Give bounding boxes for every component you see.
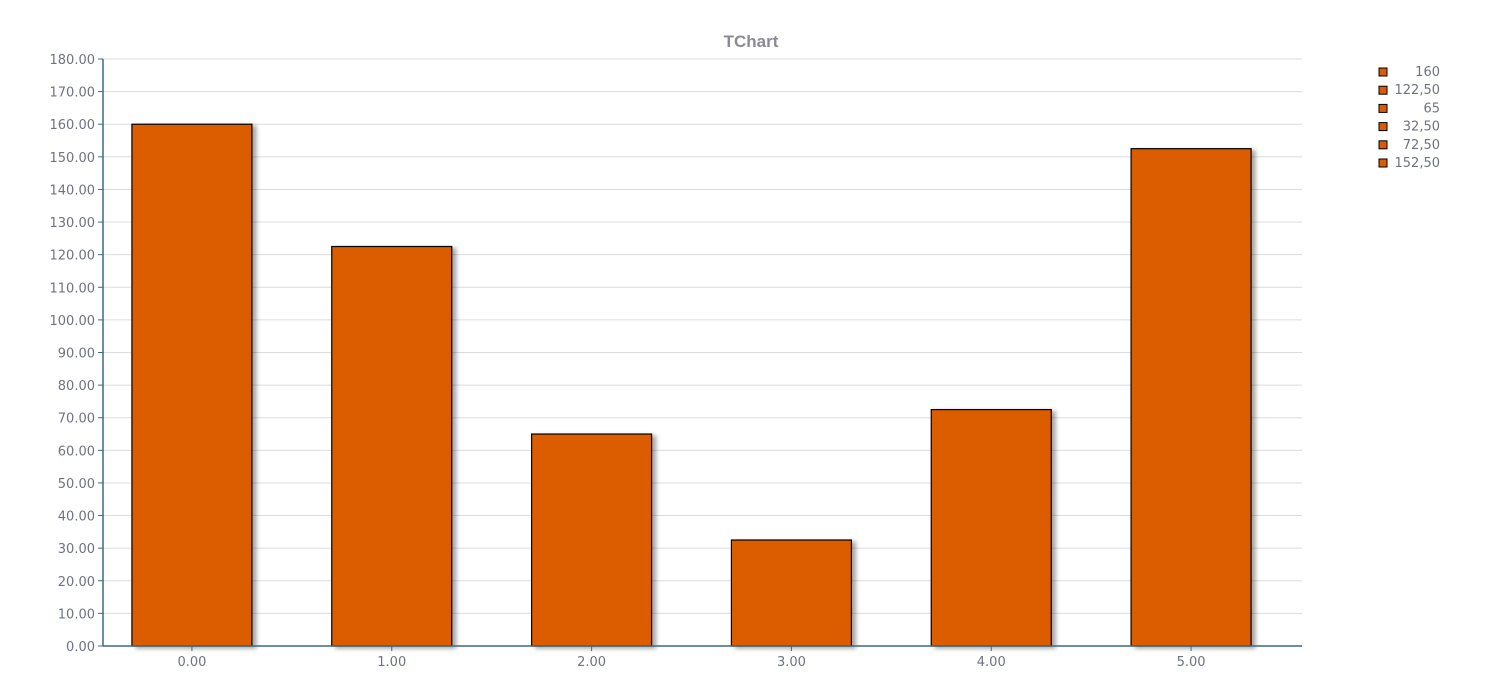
bar bbox=[331, 245, 453, 647]
y-tick-label: 10.00 bbox=[58, 607, 95, 622]
legend-swatch bbox=[1378, 67, 1388, 77]
legend-label: 72,50 bbox=[1403, 138, 1440, 153]
legend-swatch bbox=[1378, 140, 1388, 150]
legend-swatch bbox=[1378, 103, 1388, 113]
y-tick-label: 180.00 bbox=[50, 53, 96, 68]
legend-swatch bbox=[1378, 122, 1388, 132]
x-tick-label: 1.00 bbox=[377, 655, 406, 670]
legend-label: 160 bbox=[1415, 65, 1440, 80]
bars bbox=[131, 123, 1252, 647]
gridlines bbox=[103, 58, 1302, 614]
x-tick-label: 5.00 bbox=[1177, 655, 1206, 670]
chart-title: TChart bbox=[724, 32, 779, 51]
legend-swatch bbox=[1378, 158, 1388, 168]
y-tick-label: 30.00 bbox=[58, 542, 95, 557]
y-tick-label: 150.00 bbox=[50, 151, 96, 166]
axes bbox=[102, 59, 1302, 647]
x-tick-label: 2.00 bbox=[577, 655, 606, 670]
y-tick-label: 160.00 bbox=[50, 118, 96, 133]
x-tick-label: 4.00 bbox=[977, 655, 1006, 670]
bar bbox=[930, 408, 1052, 647]
x-tick-label: 0.00 bbox=[177, 655, 206, 670]
legend-swatch bbox=[1378, 85, 1388, 95]
y-tick-label: 140.00 bbox=[50, 183, 96, 198]
x-axis-ticks: 0.00 1.00 2.00 3.00 4.00 5.00 bbox=[177, 646, 1206, 670]
y-tick-label: 40.00 bbox=[58, 510, 95, 525]
y-tick-label: 60.00 bbox=[58, 444, 95, 459]
y-tick-label: 80.00 bbox=[58, 379, 95, 394]
legend-label: 65 bbox=[1423, 101, 1440, 116]
y-tick-label: 20.00 bbox=[58, 575, 95, 590]
x-tick-label: 3.00 bbox=[777, 655, 806, 670]
bar bbox=[730, 539, 853, 647]
y-tick-label: 130.00 bbox=[50, 216, 96, 231]
legend: 160 122,50 65 32,50 72,50 152,50 bbox=[1378, 65, 1441, 171]
y-tick-label: 70.00 bbox=[58, 412, 95, 427]
y-tick-label: 100.00 bbox=[50, 314, 96, 329]
y-tick-label: 50.00 bbox=[58, 477, 95, 492]
bar bbox=[131, 123, 253, 647]
legend-label: 32,50 bbox=[1403, 120, 1440, 135]
y-tick-label: 0.00 bbox=[66, 640, 95, 655]
y-tick-label: 170.00 bbox=[50, 86, 96, 101]
y-tick-label: 110.00 bbox=[50, 281, 96, 296]
y-tick-label: 120.00 bbox=[50, 249, 96, 264]
bar bbox=[530, 433, 653, 647]
y-tick-label: 90.00 bbox=[58, 347, 95, 362]
legend-label: 152,50 bbox=[1395, 156, 1441, 171]
bar bbox=[1130, 148, 1252, 647]
y-axis-ticks: 0.00 10.00 20.00 30.00 40.00 50.00 60.00 70.00 8… bbox=[50, 53, 103, 655]
legend-label: 122,50 bbox=[1395, 83, 1441, 98]
